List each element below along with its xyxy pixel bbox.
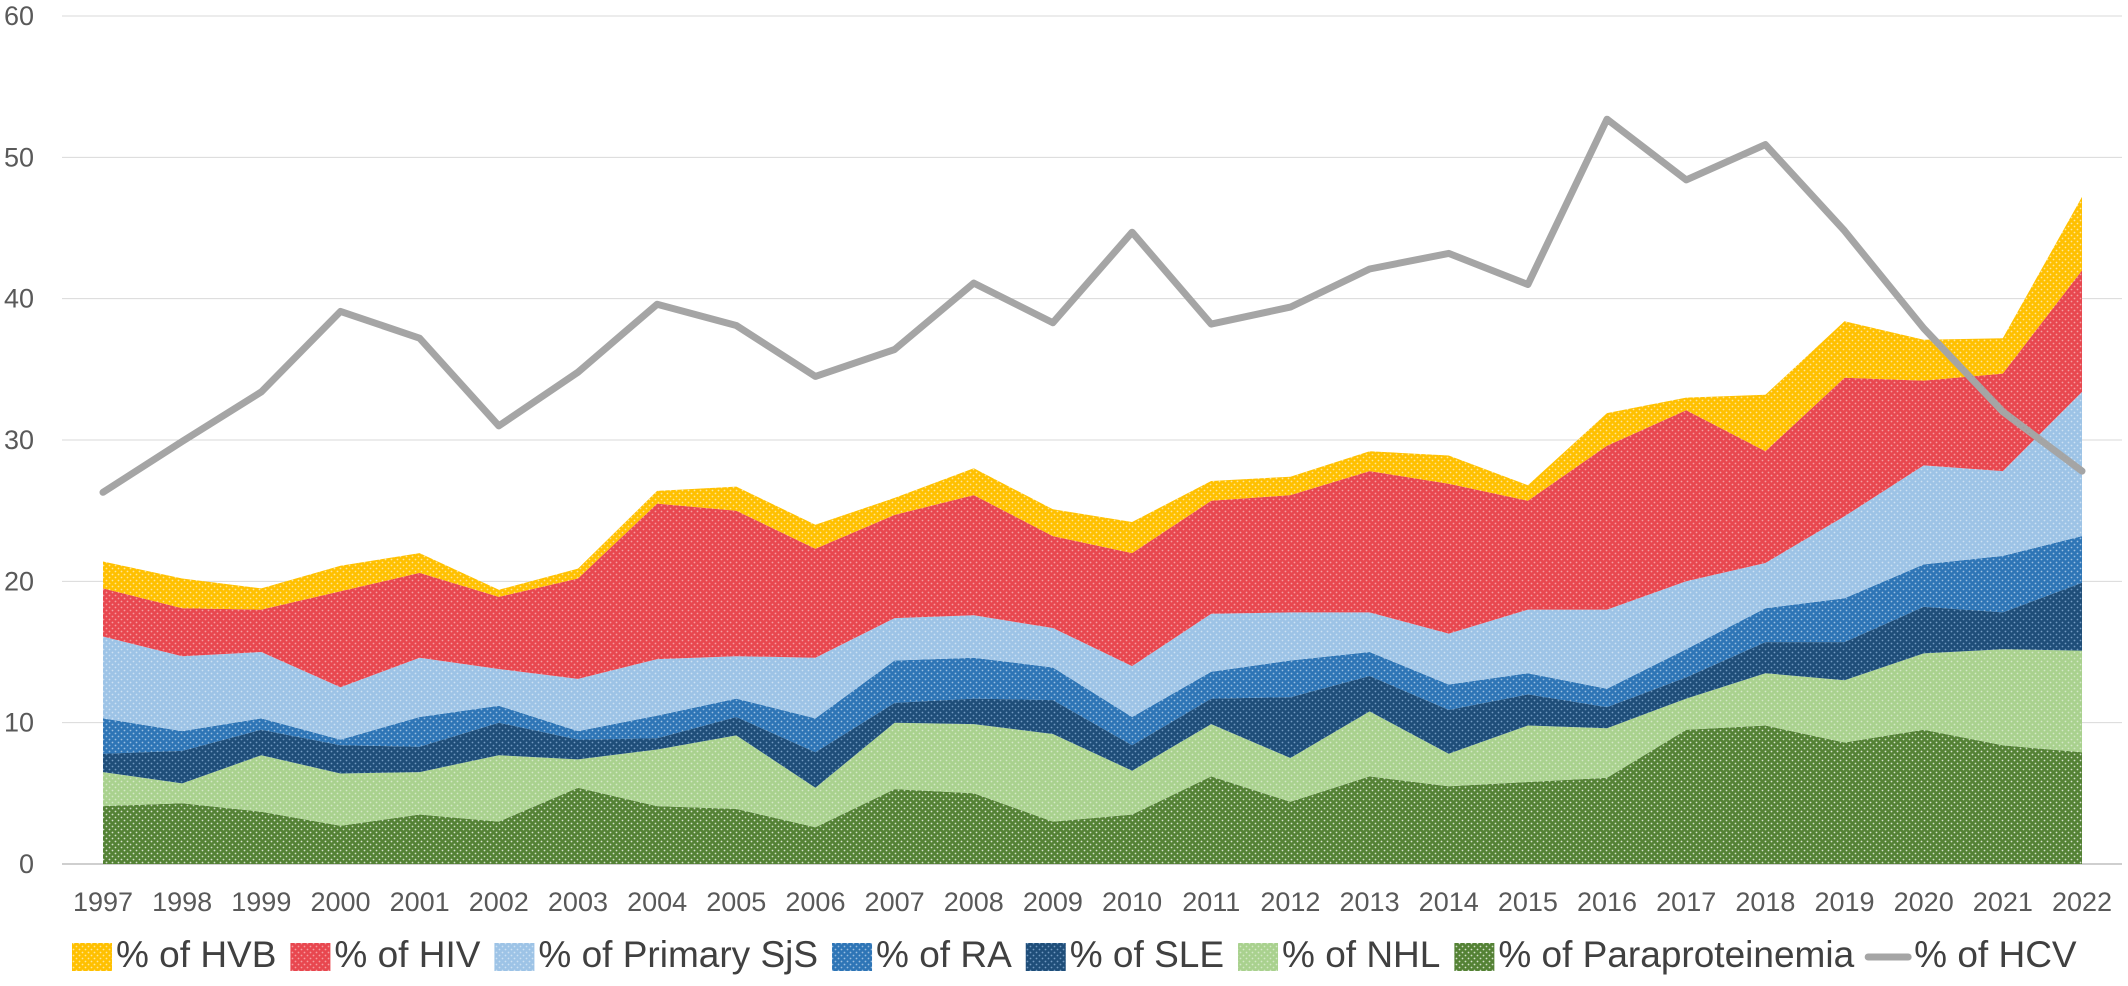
y-tick-label-40: 40 — [4, 284, 34, 314]
legend-label-pct-of-hiv: % of HIV — [334, 934, 480, 975]
x-tick-label-2020: 2020 — [1894, 887, 1954, 917]
y-tick-label-60: 60 — [4, 1, 34, 31]
x-tick-label-2014: 2014 — [1419, 887, 1479, 917]
x-tick-label-2013: 2013 — [1340, 887, 1400, 917]
legend-item-pct-of-hcv: % of HCV — [1864, 934, 2077, 975]
legend-item-pct-of-hiv: % of HIV — [290, 934, 481, 975]
x-tick-label-2022: 2022 — [2052, 887, 2112, 917]
x-tick-label-2001: 2001 — [390, 887, 450, 917]
x-tick-label-1999: 1999 — [231, 887, 291, 917]
x-tick-label-2004: 2004 — [627, 887, 687, 917]
legend: % of HVB % of HIV % of Primary SjS % of RA%… — [72, 934, 2077, 975]
area-pct-of-hvb — [103, 196, 2082, 610]
x-tick-label-2002: 2002 — [469, 887, 529, 917]
legend-label-pct-of-paraproteinemia: % of Paraproteinemia — [1498, 934, 1854, 975]
y-tick-label-30: 30 — [4, 425, 34, 455]
line-series-group — [99, 115, 2086, 496]
x-tick-label-1998: 1998 — [152, 887, 212, 917]
y-tick-label-20: 20 — [4, 566, 34, 596]
area-pct-of-sle — [103, 582, 2082, 788]
x-tick-label-2009: 2009 — [1023, 887, 1083, 917]
x-tick-label-2018: 2018 — [1735, 887, 1795, 917]
x-tick-label-2006: 2006 — [785, 887, 845, 917]
area-series-group — [103, 196, 2082, 864]
legend-swatch-pct-of-hvb — [72, 943, 112, 971]
legend-label-pct-of-hvb: % of HVB — [116, 934, 276, 975]
area-pct-of-paraproteinemia — [103, 725, 2082, 864]
legend-item-pct-of-nhl: % of NHL — [1238, 934, 1440, 975]
y-tick-label-0: 0 — [19, 849, 34, 879]
y-axis-tick-labels: 0 10 20 30 40 50 60 — [4, 1, 34, 879]
legend-label-pct-of-nhl: % of NHL — [1282, 934, 1440, 975]
x-tick-label-2007: 2007 — [865, 887, 925, 917]
x-tick-label-2012: 2012 — [1260, 887, 1320, 917]
legend-swatch-pct-of-nhl — [1238, 943, 1279, 971]
legend-item-pct-of-paraproteinemia: % of Paraproteinemia — [1454, 934, 1855, 975]
x-tick-label-2003: 2003 — [548, 887, 608, 917]
legend-item-pct-of-primary-sjs: % of Primary SjS — [494, 934, 818, 975]
x-tick-label-2008: 2008 — [944, 887, 1004, 917]
legend-label-pct-of-sle: % of SLE — [1070, 934, 1224, 975]
area-pct-of-nhl — [103, 649, 2082, 828]
legend-label-pct-of-primary-sjs: % of Primary SjS — [538, 934, 818, 975]
y-tick-label-50: 50 — [4, 142, 34, 172]
legend-swatch-pct-of-ra — [832, 943, 873, 971]
x-tick-label-2017: 2017 — [1656, 887, 1716, 917]
area-pct-of-hiv — [103, 270, 2082, 688]
legend-label-pct-of-hcv: % of HCV — [1914, 934, 2077, 975]
x-tick-label-2005: 2005 — [706, 887, 766, 917]
legend-swatch-pct-of-hiv — [290, 943, 331, 971]
legend-item-pct-of-hvb: % of HVB — [72, 934, 276, 975]
line-pct-of-hcv — [99, 115, 2086, 496]
x-tick-label-2016: 2016 — [1577, 887, 1637, 917]
area-pct-of-primary-sjs — [103, 391, 2082, 740]
legend-label-pct-of-ra: % of RA — [876, 934, 1012, 975]
x-axis: 1997 1998 1999 2000 2001 2002 2003 2004 2005 2006… — [73, 887, 2112, 917]
x-tick-label-2000: 2000 — [310, 887, 370, 917]
x-tick-label-2021: 2021 — [1973, 887, 2033, 917]
legend-swatch-pct-of-paraproteinemia — [1454, 943, 1495, 971]
x-tick-label-2010: 2010 — [1102, 887, 1162, 917]
y-tick-label-10: 10 — [4, 708, 34, 738]
x-tick-label-2019: 2019 — [1814, 887, 1874, 917]
legend-swatch-pct-of-primary-sjs — [494, 943, 535, 971]
x-tick-label-2011: 2011 — [1182, 887, 1240, 917]
x-tick-label-2015: 2015 — [1498, 887, 1558, 917]
area-pct-of-ra — [103, 536, 2082, 754]
legend-swatch-pct-of-sle — [1025, 943, 1066, 971]
legend-item-pct-of-sle: % of SLE — [1025, 934, 1224, 975]
x-tick-label-1997: 1997 — [73, 887, 133, 917]
legend-item-pct-of-ra: % of RA — [832, 934, 1012, 975]
